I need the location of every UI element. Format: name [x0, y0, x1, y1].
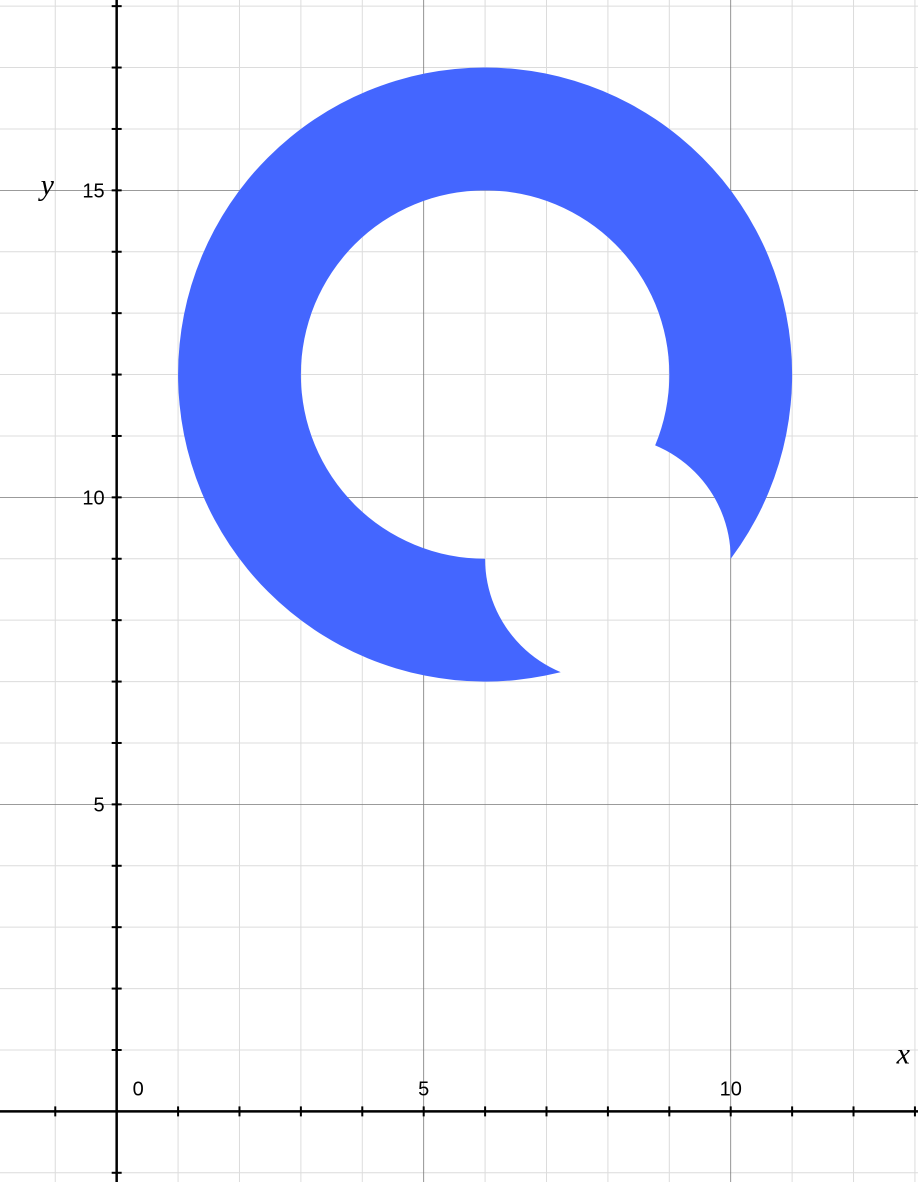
- x-axis-label: x: [896, 1037, 911, 1070]
- x-tick-label: 10: [720, 1078, 742, 1100]
- y-tick-label: 10: [82, 487, 104, 509]
- shaded-region: [178, 67, 793, 682]
- tick-labels: 0 5 10 5 10 15: [82, 180, 741, 1100]
- x-tick-label: 5: [418, 1078, 429, 1100]
- region-ring: [178, 67, 793, 682]
- x-tick-label: 0: [133, 1078, 144, 1100]
- y-tick-label: 5: [94, 794, 105, 816]
- y-axis-label: y: [38, 168, 55, 201]
- axis-ticks: [54, 5, 916, 1174]
- y-tick-label: 15: [82, 180, 104, 202]
